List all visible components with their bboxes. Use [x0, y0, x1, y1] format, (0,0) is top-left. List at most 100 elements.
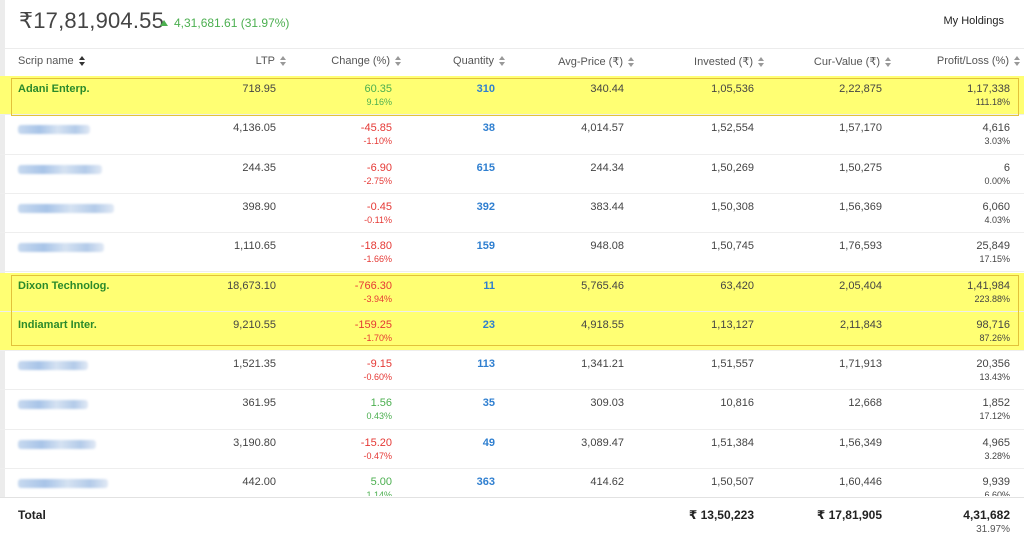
profit-loss-amount: 4,616	[982, 122, 1010, 135]
totals-cur-value: ₹ 17,81,905	[816, 508, 882, 522]
quantity-value[interactable]: 113	[477, 358, 495, 371]
change-amount: -18.80	[360, 240, 392, 253]
scrip-name[interactable]: Dixon Technolog.	[18, 279, 110, 292]
scrip-name[interactable]: Indiamart Inter.	[18, 318, 97, 331]
profit-loss-value: 20,356 13.43%	[976, 358, 1010, 382]
profit-loss-value: 4,965 3.28%	[982, 437, 1010, 461]
quantity-value[interactable]: 23	[482, 318, 495, 331]
table-row[interactable]: 361.95 1.56 0.43% 35 309.03 10,816 12,668 1,852…	[0, 390, 1024, 430]
quantity-value[interactable]: 310	[476, 83, 495, 95]
quantity-value[interactable]: 392	[476, 200, 495, 213]
table-row[interactable]: 442.00 5.00 1.14% 363 414.62 1,50,507 1,60,446…	[0, 469, 1024, 496]
ltp-value: 398.90	[242, 200, 276, 213]
totals-profit-loss: 4,31,682 31.97%	[963, 508, 1010, 535]
invested-value: 1,50,308	[711, 200, 754, 213]
change-amount: -6.90	[366, 161, 392, 174]
cur-value: 1,71,913	[839, 358, 882, 371]
column-header-ltp[interactable]: LTP	[256, 55, 286, 67]
profit-loss-amount: 9,939	[982, 476, 1010, 488]
ltp-value: 9,210.55	[233, 318, 276, 331]
quantity-value[interactable]: 38	[482, 122, 495, 135]
profit-loss-percent: 223.88%	[974, 293, 1010, 304]
invested-value: 1,05,536	[711, 83, 754, 95]
profit-loss-percent: 13.43%	[979, 372, 1010, 383]
avg-price-value: 4,918.55	[581, 318, 624, 331]
change-amount: 1.56	[370, 397, 392, 410]
table-row[interactable]: Adani Enterp. 718.95 60.35 9.16% 310 340.44 1,…	[0, 76, 1024, 116]
profit-loss-percent: 17.15%	[979, 254, 1010, 265]
profit-loss-percent: 87.26%	[979, 332, 1010, 343]
avg-price-value: 4,014.57	[581, 122, 624, 135]
profit-loss-amount: 25,849	[976, 240, 1010, 253]
change-percent: 1.14%	[366, 490, 392, 496]
invested-value: 1,13,127	[711, 318, 754, 331]
profit-loss-percent: 6.60%	[984, 490, 1010, 496]
table-row[interactable]: 398.90 -0.45 -0.11% 392 383.44 1,50,308 1,56,3…	[0, 194, 1024, 234]
redacted-scrip-name	[18, 243, 104, 253]
change-percent: -0.11%	[364, 214, 392, 225]
cur-value: 12,668	[848, 397, 882, 410]
avg-price-value: 309.03	[590, 397, 624, 410]
sort-icon	[628, 56, 634, 67]
column-header-cur-value[interactable]: Cur-Value (₹)	[814, 55, 891, 68]
change-value: -0.45 -0.11%	[364, 201, 392, 225]
invested-value: 1,50,269	[711, 161, 754, 174]
ltp-value: 442.00	[242, 476, 276, 488]
sort-icon	[499, 56, 505, 66]
my-holdings-link[interactable]: My Holdings	[943, 15, 1004, 27]
quantity-value[interactable]: 35	[482, 397, 495, 410]
redacted-scrip-name	[18, 203, 114, 213]
profit-loss-amount: 6,060	[982, 200, 1010, 213]
quantity-value[interactable]: 363	[476, 476, 495, 488]
avg-price-value: 5,765.46	[581, 279, 624, 292]
ltp-value: 18,673.10	[227, 279, 276, 292]
table-row[interactable]: 3,190.80 -15.20 -0.47% 49 3,089.47 1,51,384 1,…	[0, 430, 1024, 469]
column-header-quantity[interactable]: Quantity	[453, 55, 505, 67]
profit-loss-value: 1,41,984 223.88%	[967, 280, 1010, 304]
quantity-value[interactable]: 615	[476, 161, 495, 174]
column-header-profit-loss[interactable]: Profit/Loss (%)	[937, 55, 1020, 67]
holdings-table-body: Adani Enterp. 718.95 60.35 9.16% 310 340.44 1,…	[0, 76, 1024, 496]
profit-loss-value: 1,852 17.12%	[979, 397, 1010, 421]
totals-row: Total ₹ 13,50,223 ₹ 17,81,905 4,31,682 3…	[0, 497, 1024, 537]
change-amount: -45.85	[360, 122, 392, 135]
profit-loss-value: 4,616 3.03%	[982, 122, 1010, 146]
ltp-value: 361.95	[242, 397, 276, 410]
table-row[interactable]: Dixon Technolog. 18,673.10 -766.30 -3.94% 11…	[0, 272, 1024, 312]
redacted-scrip-name	[18, 361, 88, 371]
column-header-change[interactable]: Change (%)	[331, 55, 401, 67]
change-percent: 9.16%	[366, 97, 392, 107]
column-header-invested[interactable]: Invested (₹)	[694, 55, 764, 68]
change-amount: -159.25	[354, 318, 392, 331]
profit-loss-amount: 20,356	[976, 358, 1010, 371]
profit-loss-percent: 4.03%	[984, 214, 1010, 225]
change-percent: -1.10%	[363, 136, 392, 147]
change-percent: 0.43%	[366, 411, 392, 422]
table-row[interactable]: 1,110.65 -18.80 -1.66% 159 948.08 1,50,745 1,7…	[0, 233, 1024, 273]
table-header: Scrip name LTP Change (%) Quantity Avg-P…	[0, 48, 1024, 74]
quantity-value[interactable]: 49	[482, 436, 495, 449]
quantity-value[interactable]: 159	[476, 240, 495, 253]
table-row[interactable]: 244.35 -6.90 -2.75% 615 244.34 1,50,269 1,50,2…	[0, 155, 1024, 194]
change-percent: -3.94%	[363, 293, 392, 304]
table-row[interactable]: 4,136.05 -45.85 -1.10% 38 4,014.57 1,52,554 1,…	[0, 115, 1024, 155]
table-row[interactable]: Indiamart Inter. 9,210.55 -159.25 -1.70% 23 4…	[0, 311, 1024, 352]
cur-value: 1,76,593	[839, 240, 882, 253]
left-divider	[0, 0, 5, 537]
scrip-name[interactable]: Adani Enterp.	[18, 83, 90, 95]
change-value: -9.15 -0.60%	[363, 358, 392, 382]
redacted-scrip-name	[18, 164, 102, 174]
ltp-value: 718.95	[242, 83, 276, 95]
column-header-avg-price[interactable]: Avg-Price (₹)	[558, 55, 634, 68]
change-amount: -0.45	[366, 200, 392, 213]
cur-value: 2,11,843	[839, 318, 882, 331]
redacted-scrip-name	[18, 400, 88, 410]
profit-loss-amount: 1,41,984	[967, 279, 1010, 292]
column-header-scrip-name[interactable]: Scrip name	[18, 55, 85, 67]
profit-loss-value: 25,849 17.15%	[976, 240, 1010, 264]
table-row[interactable]: 1,521.35 -9.15 -0.60% 113 1,341.21 1,51,557 1,…	[0, 351, 1024, 391]
change-percent: -1.66%	[363, 254, 392, 265]
redacted-scrip-name	[18, 439, 96, 449]
quantity-value[interactable]: 11	[483, 279, 495, 292]
profit-loss-amount: 6	[1003, 161, 1010, 174]
